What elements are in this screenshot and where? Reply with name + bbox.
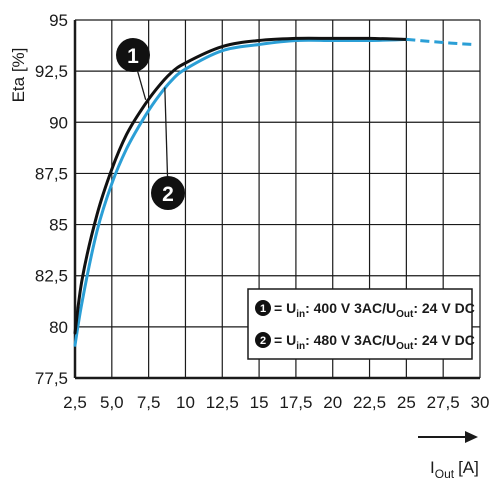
y-tick-label: 85 [49,216,68,235]
legend-item-2: 2 = Uin: 480 V 3AC/UOut: 24 V DC [255,332,475,352]
legend-1-post: : 24 V DC [413,300,474,316]
marker-2-badge [151,176,185,210]
x-tick-label: 25 [397,393,416,412]
legend-item-1: 1 = Uin: 400 V 3AC/UOut: 24 V DC [255,300,475,320]
x-tick-label: 5,0 [100,393,124,412]
x-tick-label: 15 [250,393,269,412]
y-tick-label: 87,5 [35,164,68,183]
x-tick-label: 20 [323,393,342,412]
marker-2-leader [164,87,169,194]
y-tick-label: 82,5 [35,267,68,286]
svg-text:= Uin: 480 V 3AC/UOut: 24 V DC: = Uin: 480 V 3AC/UOut: 24 V DC [274,332,475,352]
legend-marker-2 [255,332,271,348]
legend-2-pre: = U [274,332,296,348]
x-tick-labels: 2,5 5,0 7,5 10 12,5 15 17,5 20 22,5 25 27,5 30 [63,393,489,412]
y-axis-title: Eta [%] [9,48,28,103]
legend-2-mid: : 480 V 3AC/U [305,332,396,348]
legend-1-pre: = U [274,300,296,316]
legend-marker-1 [255,300,271,316]
legend-1-sub2: Out [396,309,414,320]
legend-marker-2-label: 2 [260,335,266,347]
legend: 1 = Uin: 400 V 3AC/UOut: 24 V DC 2 = Uin… [247,288,475,360]
legend-2-sub1: in [296,341,305,352]
x-tick-label: 17,5 [279,393,312,412]
y-tick-label: 77,5 [35,369,68,388]
legend-2-sub2: Out [396,341,414,352]
series-extrapolated-line [406,37,473,46]
x-tick-label: 7,5 [137,393,161,412]
x-axis-title: IOut [A] [418,431,479,481]
svg-text:IOut[A]: IOut [A] [430,458,479,481]
y-tick-labels: 95 92,5 90 87,5 85 82,5 80 77,5 [35,11,68,388]
legend-1-sub1: in [296,309,305,320]
y-tick-label: 92,5 [35,62,68,81]
x-tick-label: 27,5 [427,393,460,412]
x-tick-label: 30 [471,393,490,412]
legend-1-mid: : 400 V 3AC/U [305,300,396,316]
x-axis-arrowhead [465,431,478,443]
y-tick-label: 95 [49,11,68,30]
marker-2-label: 2 [162,183,174,206]
grid [73,19,481,380]
legend-marker-1-label: 1 [260,303,266,315]
series-1-line [73,36,408,335]
legend-box [247,288,473,360]
marker-1-label: 1 [127,45,139,68]
x-tick-label: 12,5 [206,393,239,412]
x-axis-symbol: I [430,458,435,477]
y-tick-label: 90 [49,113,68,132]
x-tick-label: 10 [176,393,195,412]
x-axis-unit: [A] [458,458,479,477]
series-lines [73,36,473,347]
series-markers: 12 [116,38,185,210]
series-2-line [73,37,408,347]
x-tick-label: 2,5 [63,393,87,412]
y-tick-label: 80 [49,318,68,337]
legend-2-post: : 24 V DC [413,332,474,348]
marker-1-badge [116,38,150,72]
svg-text:= Uin: 400 V 3AC/UOut: 24 V DC: = Uin: 400 V 3AC/UOut: 24 V DC [274,300,475,320]
x-axis-subscript: Out [435,467,455,481]
x-tick-label: 22,5 [353,393,386,412]
